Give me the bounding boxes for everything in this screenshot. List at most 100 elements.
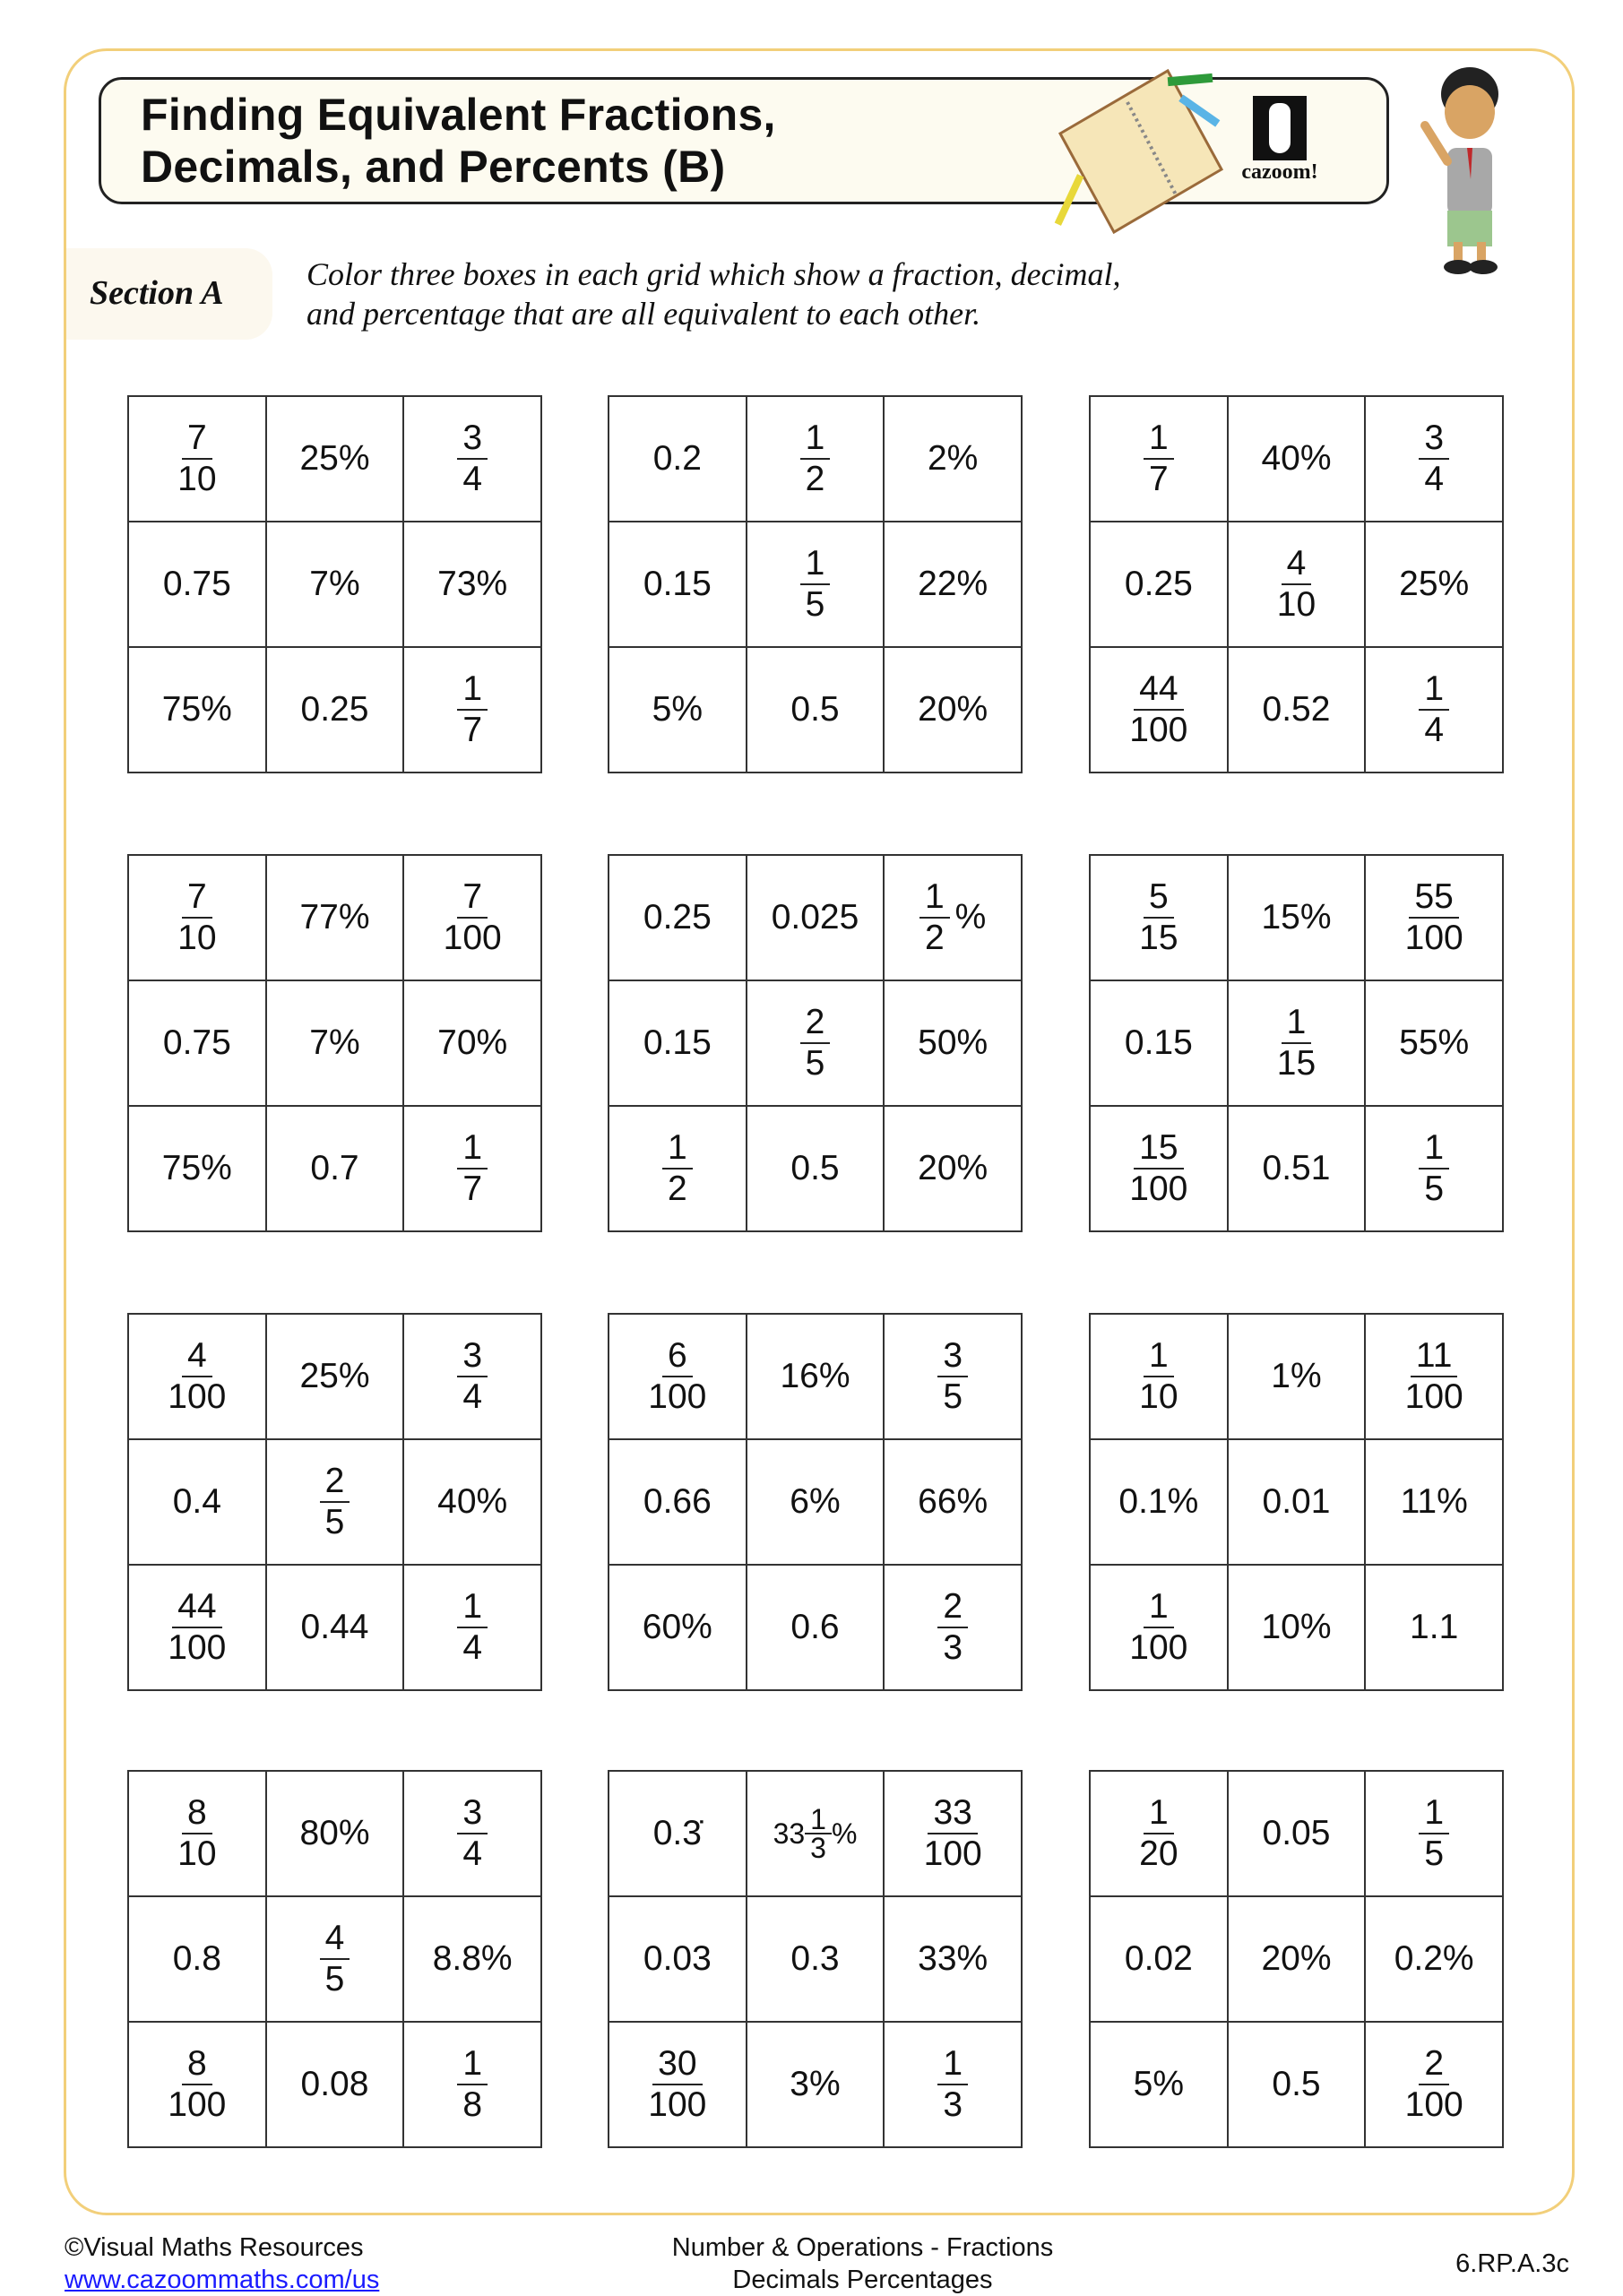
grid-cell[interactable]: 0.15 (1090, 980, 1228, 1106)
grid-cell[interactable]: 25% (265, 1314, 404, 1439)
grid-cell[interactable]: 1% (1227, 1314, 1366, 1439)
grid-cell[interactable]: 15% (1227, 855, 1366, 980)
grid-cell[interactable]: 0.44 (265, 1565, 404, 1690)
grid-cell[interactable]: 0.25 (265, 647, 404, 773)
grid-cell[interactable]: 0.66 (609, 1439, 747, 1565)
grid-cell[interactable]: 5% (1090, 2022, 1228, 2147)
grid-cell[interactable]: 1 15 (1227, 980, 1366, 1106)
grid-cell[interactable]: 5% (609, 647, 747, 773)
grid-cell[interactable]: 8.8% (403, 1896, 541, 2022)
grid-cell[interactable]: 0.5 (746, 647, 885, 773)
grid-cell[interactable]: 11 100 (1365, 1314, 1503, 1439)
grid-cell[interactable]: 0.15 (609, 522, 747, 647)
grid-cell[interactable]: 44 100 (1090, 647, 1228, 773)
grid-cell[interactable]: 7% (265, 522, 404, 647)
grid-cell[interactable]: 73% (403, 522, 541, 647)
grid-cell[interactable]: 0.05 (1227, 1771, 1366, 1896)
grid-cell[interactable]: 25% (265, 396, 404, 522)
grid-cell[interactable]: 30 100 (609, 2022, 747, 2147)
grid-cell[interactable]: 0.03 (609, 1896, 747, 2022)
grid-cell[interactable]: 44 100 (128, 1565, 266, 1690)
grid-cell[interactable]: 1.1 (1365, 1565, 1503, 1690)
grid-cell[interactable]: 75% (128, 1106, 266, 1231)
grid-cell[interactable]: 0.025 (746, 855, 885, 980)
grid-cell[interactable]: 0.2% (1365, 1896, 1503, 2022)
website-link[interactable]: www.cazoommaths.com/us (65, 2266, 380, 2294)
grid-cell[interactable]: 0.3̇ (609, 1771, 747, 1896)
grid-cell[interactable]: 66% (884, 1439, 1022, 1565)
grid-cell[interactable]: 33 1 3% (746, 1771, 885, 1896)
grid-cell[interactable]: 55 100 (1365, 855, 1503, 980)
grid-cell[interactable]: 0.6 (746, 1565, 885, 1690)
grid-cell[interactable]: 5 15 (1090, 855, 1228, 980)
grid-cell[interactable]: 0.02 (1090, 1896, 1228, 2022)
grid-cell[interactable]: 16% (746, 1314, 885, 1439)
grid-cell[interactable]: 2% (884, 396, 1022, 522)
grid-cell[interactable]: 25% (1365, 522, 1503, 647)
grid-cell[interactable]: 8 10 (128, 1771, 266, 1896)
grid-cell[interactable]: 0.3 (746, 1896, 885, 2022)
grid-cell[interactable]: 7 100 (403, 855, 541, 980)
grid-cell[interactable]: 33 100 (884, 1771, 1022, 1896)
grid-cell[interactable]: 8 100 (128, 2022, 266, 2147)
grid-cell[interactable]: 0.51 (1227, 1106, 1366, 1231)
grid-cell[interactable]: 0.08 (265, 2022, 404, 2147)
grid-cell[interactable]: 75% (128, 647, 266, 773)
grid-cell[interactable]: 40% (403, 1439, 541, 1565)
grid-cell[interactable]: 6 100 (609, 1314, 747, 1439)
grid-cell[interactable]: 7% (265, 980, 404, 1106)
grid-cell[interactable]: 1 10 (1090, 1314, 1228, 1439)
grid-cell[interactable]: 0.75 (128, 522, 266, 647)
grid-cell[interactable]: 70% (403, 980, 541, 1106)
grid-cell[interactable]: 20% (884, 1106, 1022, 1231)
grid-cell[interactable]: 1 20 (1090, 1771, 1228, 1896)
grid-cell[interactable]: 0.7 (265, 1106, 404, 1231)
grid-cell[interactable]: 40% (1227, 396, 1366, 522)
grid-cell[interactable]: 10% (1227, 1565, 1366, 1690)
grid-cell[interactable]: 60% (609, 1565, 747, 1690)
grid-cell[interactable]: 22% (884, 522, 1022, 647)
grid-cell[interactable]: 7 10 (128, 855, 266, 980)
grid-cell[interactable]: 0.5 (746, 1106, 885, 1231)
grid-cell[interactable]: 77% (265, 855, 404, 980)
grid-cell[interactable]: 55% (1365, 980, 1503, 1106)
grid-cell[interactable]: 2 100 (1365, 2022, 1503, 2147)
grid-cell[interactable]: 20% (884, 647, 1022, 773)
grid-cell[interactable]: 6% (746, 1439, 885, 1565)
grid-cell[interactable]: 0.25 (1090, 522, 1228, 647)
grid-cell[interactable]: 80% (265, 1771, 404, 1896)
grid-cell[interactable]: 3% (746, 2022, 885, 2147)
grid-cell[interactable]: 4 10 (1227, 522, 1366, 647)
grid-cell[interactable]: 0.1% (1090, 1439, 1228, 1565)
grid-cell[interactable]: 0.2 (609, 396, 747, 522)
grid-cell[interactable]: 0.8 (128, 1896, 266, 2022)
grid-cell[interactable]: 7 10 (128, 396, 266, 522)
grid-cell[interactable]: 0.01 (1227, 1439, 1366, 1565)
grid-cell[interactable]: 0.5 (1227, 2022, 1366, 2147)
grid-cell[interactable]: 33% (884, 1896, 1022, 2022)
grid-cell[interactable]: 4 100 (128, 1314, 266, 1439)
grid-cell[interactable]: 11% (1365, 1439, 1503, 1565)
grid-cell[interactable]: 0.25 (609, 855, 747, 980)
grid-cell[interactable]: 1 100 (1090, 1565, 1228, 1690)
grid-cell[interactable]: 50% (884, 980, 1022, 1106)
